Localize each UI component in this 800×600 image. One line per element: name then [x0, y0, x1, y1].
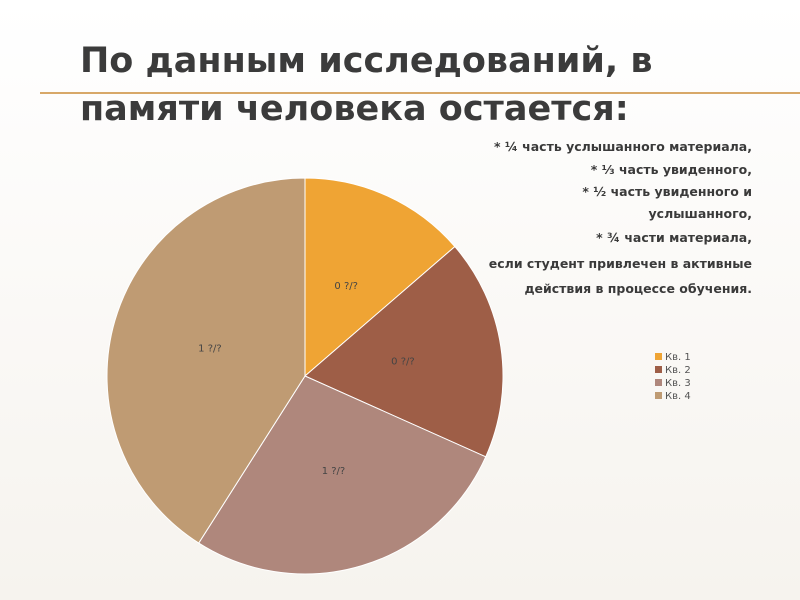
pie-slice	[304, 245, 504, 458]
legend-swatch	[655, 379, 662, 386]
title: памяти человека остается:	[80, 89, 629, 129]
slice-label: 0 ?/?	[334, 281, 358, 292]
note: услышанного,	[649, 206, 752, 221]
pie-slice	[106, 177, 306, 544]
legend-label: Кв. 4	[665, 391, 691, 402]
note: * ¾ части материала,	[596, 230, 752, 245]
note: * ¼ часть услышанного материала,	[494, 139, 752, 154]
legend-label: Кв. 1	[665, 352, 691, 363]
pie-slice	[304, 177, 456, 378]
note: * ½ часть увиденного и	[582, 184, 752, 199]
pie-slice	[198, 375, 487, 575]
slice-label: 1 ?/?	[322, 466, 346, 477]
note: * ⅓ часть увиденного,	[591, 162, 752, 177]
legend-swatch	[655, 353, 662, 360]
legend-swatch	[655, 366, 662, 373]
slice-label: 0 ?/?	[391, 357, 415, 368]
slice-label: 1 ?/?	[198, 343, 222, 354]
legend-swatch	[655, 392, 662, 399]
legend-label: Кв. 2	[665, 365, 691, 376]
note: действия в процессе обучения.	[524, 281, 752, 296]
title: По данным исследований, в	[80, 41, 653, 81]
note: если студент привлечен в активные	[489, 256, 752, 271]
legend-label: Кв. 3	[665, 378, 691, 389]
